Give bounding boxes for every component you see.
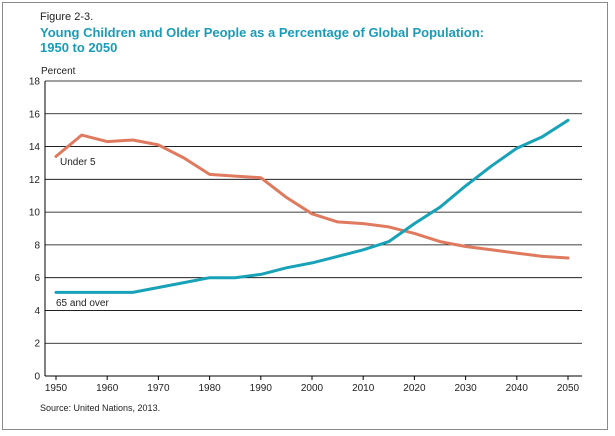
- figure-frame: [2, 2, 608, 430]
- y-tick-label-10: 10: [29, 208, 41, 219]
- x-tick-label-1980: 1980: [198, 383, 221, 394]
- x-tick-label-1990: 1990: [250, 383, 273, 394]
- x-tick-label-1960: 1960: [96, 383, 119, 394]
- y-tick-label-12: 12: [29, 175, 41, 186]
- x-tick-label-1970: 1970: [147, 383, 170, 394]
- y-tick-label-6: 6: [34, 273, 40, 284]
- series-line-under5: [54, 133, 570, 260]
- x-tick-label-1950: 1950: [45, 383, 68, 394]
- series-line-over65: [54, 118, 570, 294]
- gridlines: [45, 80, 582, 377]
- y-tick-label-14: 14: [29, 142, 41, 153]
- y-axis-label: Percent: [41, 66, 76, 77]
- figure-label: Figure 2-3.: [40, 11, 94, 23]
- axes: 0 2 4 6 8 10 12 14 16 18 1950 1960 1970 1980 1990 2000 2…: [29, 77, 580, 395]
- y-tick-label-18: 18: [29, 77, 41, 88]
- series-lines: [54, 118, 570, 294]
- series-label-over65: 65 and over: [56, 298, 109, 309]
- source-note: Source: United Nations, 2013.: [40, 403, 161, 413]
- y-tick-label-0: 0: [34, 372, 40, 383]
- chart-title-line2: 1950 to 2050: [40, 40, 118, 55]
- x-tick-label-2020: 2020: [403, 383, 426, 394]
- y-tick-label-4: 4: [34, 306, 40, 317]
- x-tick-label-2000: 2000: [301, 383, 324, 394]
- y-tick-label-2: 2: [34, 339, 40, 350]
- chart-title: Young Children and Older People as a Per…: [40, 25, 580, 55]
- x-tick-label-2050: 2050: [557, 383, 580, 394]
- x-tick-label-2030: 2030: [454, 383, 477, 394]
- chart-title-line1: Young Children and Older People as a Per…: [40, 25, 484, 40]
- y-tick-label-8: 8: [34, 240, 40, 251]
- series-labels: Under 5 65 and over: [56, 157, 109, 309]
- series-label-under5: Under 5: [60, 157, 96, 168]
- y-tick-label-16: 16: [29, 109, 41, 120]
- x-tick-label-2010: 2010: [352, 383, 375, 394]
- x-tick-label-2040: 2040: [506, 383, 529, 394]
